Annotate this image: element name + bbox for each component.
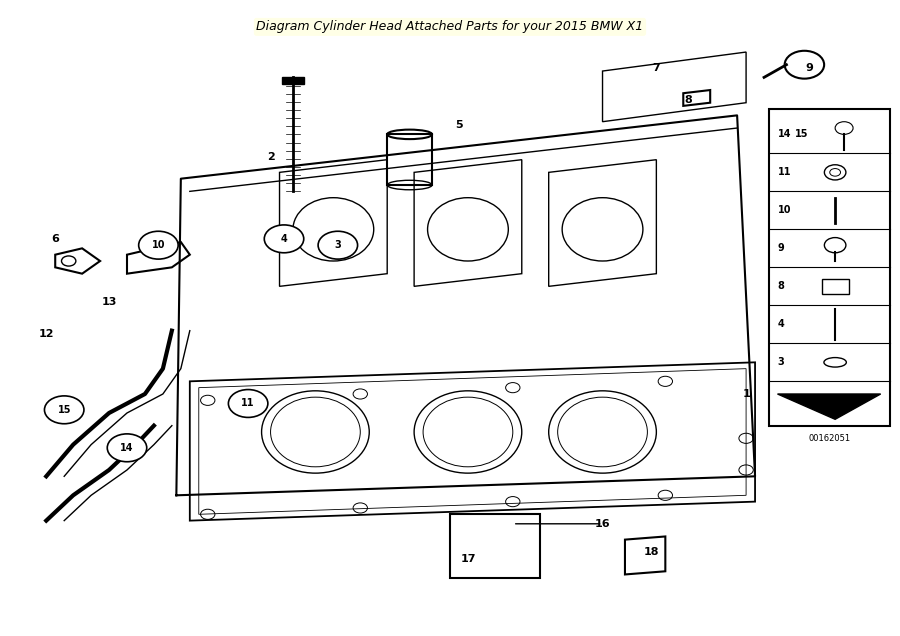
Circle shape [318,232,357,259]
Text: 14: 14 [121,443,134,453]
Text: 8: 8 [778,281,785,291]
Bar [769,109,889,425]
Text: 4: 4 [281,234,287,244]
Bar [387,134,432,185]
Circle shape [107,434,147,462]
Text: 14: 14 [778,129,791,139]
Text: 15: 15 [796,129,809,139]
Text: 12: 12 [39,329,54,339]
Text: 15: 15 [58,405,71,415]
Polygon shape [778,394,881,419]
Text: 18: 18 [644,548,660,557]
Text: 3: 3 [778,357,784,368]
Bar [822,279,849,294]
Text: 3: 3 [335,240,341,250]
Text: Diagram Cylinder Head Attached Parts for your 2015 BMW X1: Diagram Cylinder Head Attached Parts for… [256,20,644,33]
Text: 16: 16 [595,519,610,529]
Text: 00162051: 00162051 [808,434,850,443]
Circle shape [229,390,268,417]
Text: 9: 9 [778,244,784,253]
Circle shape [265,225,304,252]
Text: 9: 9 [805,63,813,73]
Text: 1: 1 [742,389,750,399]
Text: 6: 6 [51,234,59,244]
Text: 11: 11 [778,167,791,177]
Text: 10: 10 [152,240,166,250]
Text: 8: 8 [684,95,691,104]
Text: 5: 5 [455,120,463,130]
Text: 11: 11 [241,399,255,408]
Text: 17: 17 [460,553,476,563]
Text: 4: 4 [778,319,784,329]
Text: 13: 13 [102,297,117,307]
Bar [450,515,540,577]
Text: 10: 10 [778,205,791,216]
Bar [283,78,304,84]
Circle shape [139,232,178,259]
Circle shape [44,396,84,424]
Text: 7: 7 [652,63,661,73]
Text: 2: 2 [266,151,274,162]
